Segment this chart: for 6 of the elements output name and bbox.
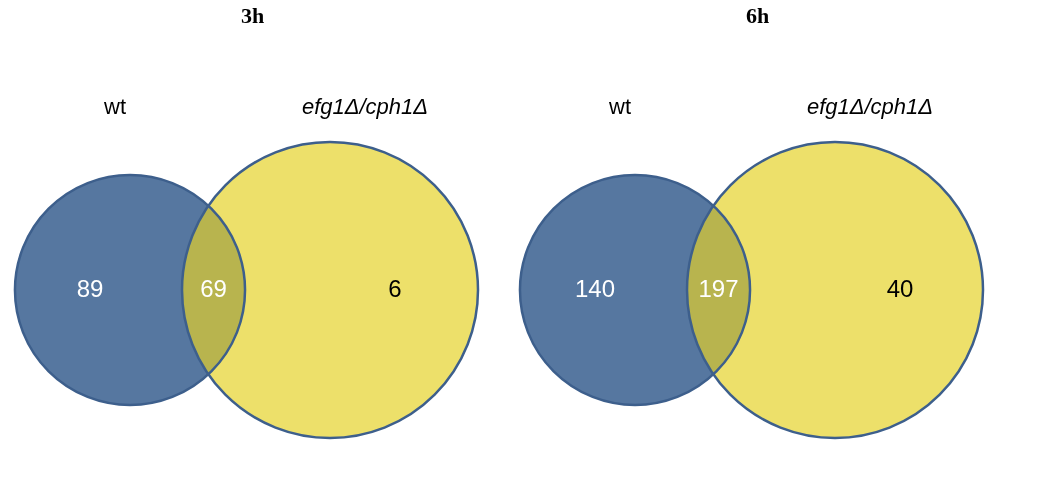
category-label: efg1Δ/cph1Δ (301, 94, 429, 119)
text: 6h (745, 3, 770, 28)
category-label: efg1Δ/cph1Δ (806, 94, 934, 119)
text: 3h (240, 3, 265, 28)
category-label: wt (103, 94, 126, 119)
category-label: wt (608, 94, 631, 119)
